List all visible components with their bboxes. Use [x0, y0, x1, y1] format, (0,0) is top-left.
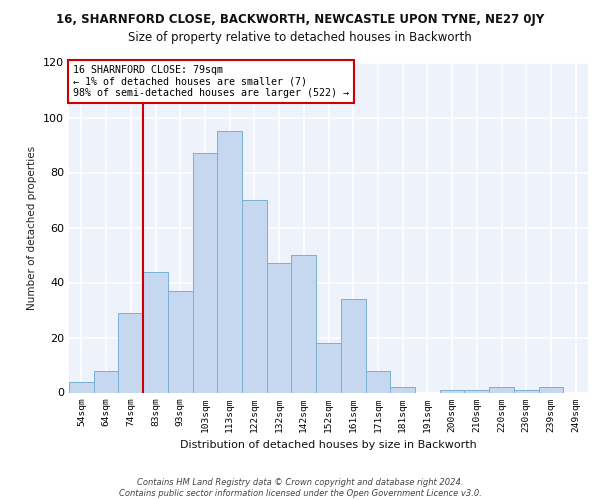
Bar [267, 263, 292, 392]
Bar [316, 343, 341, 392]
Text: 16 SHARNFORD CLOSE: 79sqm
← 1% of detached houses are smaller (7)
98% of semi-de: 16 SHARNFORD CLOSE: 79sqm ← 1% of detach… [73, 65, 349, 98]
Bar [440, 390, 464, 392]
Bar [94, 370, 118, 392]
Bar [193, 153, 217, 392]
Bar [365, 370, 390, 392]
Bar [539, 387, 563, 392]
Text: 16, SHARNFORD CLOSE, BACKWORTH, NEWCASTLE UPON TYNE, NE27 0JY: 16, SHARNFORD CLOSE, BACKWORTH, NEWCASTL… [56, 12, 544, 26]
X-axis label: Distribution of detached houses by size in Backworth: Distribution of detached houses by size … [180, 440, 477, 450]
Text: Size of property relative to detached houses in Backworth: Size of property relative to detached ho… [128, 31, 472, 44]
Bar [217, 131, 242, 392]
Bar [489, 387, 514, 392]
Bar [242, 200, 267, 392]
Bar [292, 255, 316, 392]
Y-axis label: Number of detached properties: Number of detached properties [28, 146, 37, 310]
Bar [464, 390, 489, 392]
Bar [69, 382, 94, 392]
Bar [118, 313, 143, 392]
Bar [390, 387, 415, 392]
Bar [514, 390, 539, 392]
Text: Contains HM Land Registry data © Crown copyright and database right 2024.
Contai: Contains HM Land Registry data © Crown c… [119, 478, 481, 498]
Bar [168, 291, 193, 392]
Bar [341, 299, 365, 392]
Bar [143, 272, 168, 392]
